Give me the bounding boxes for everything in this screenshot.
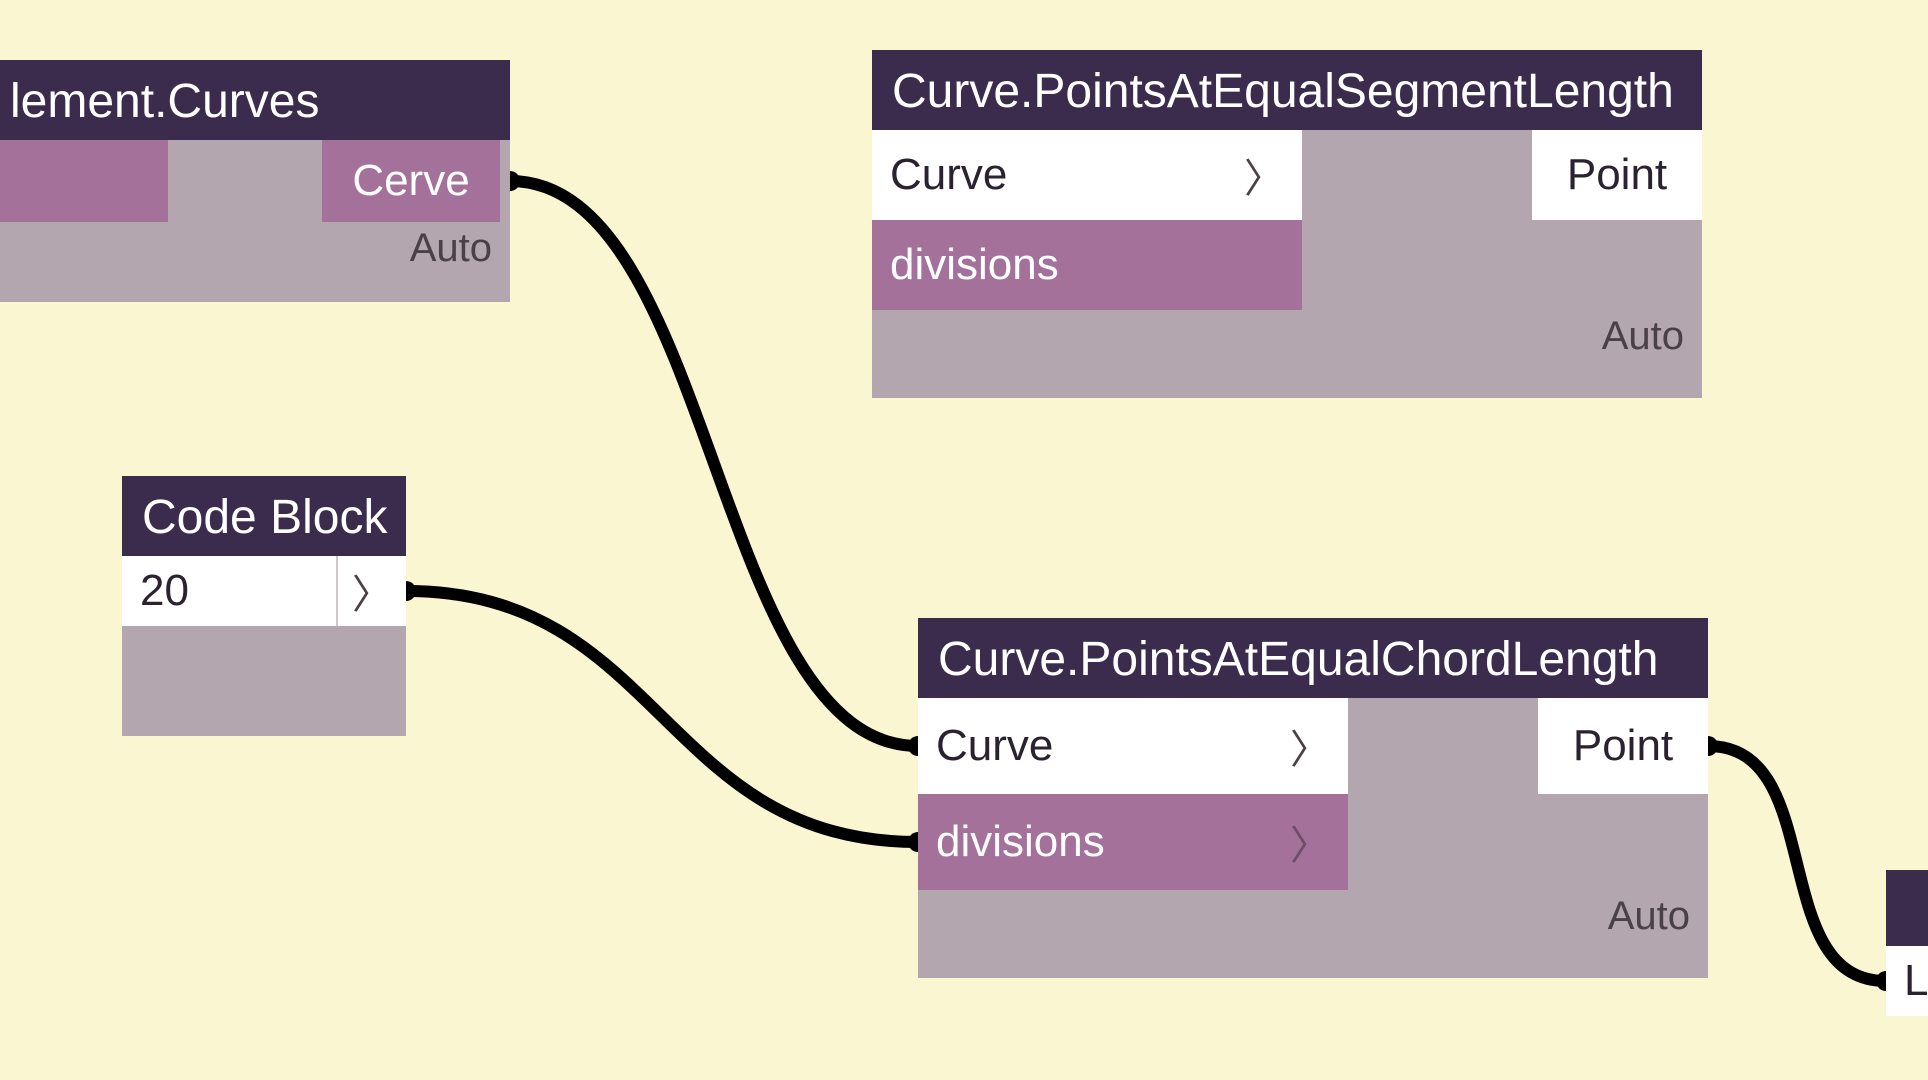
port-label: Point — [1567, 150, 1667, 200]
lacing-text: Auto — [410, 226, 492, 270]
node-gap — [168, 140, 322, 222]
node-body: 20 〉 — [122, 556, 406, 736]
chevron-icon: 〉 — [352, 562, 392, 620]
output-port-point[interactable]: Point — [1532, 130, 1702, 220]
lacing-label[interactable]: Auto — [872, 310, 1702, 398]
node-header[interactable]: Curve.PointsAtEqualSegmentLength — [872, 50, 1702, 130]
node-title: Code Block — [142, 491, 387, 544]
node-title: Curve.PointsAtEqualSegmentLength — [892, 65, 1674, 118]
node-row: Curve 〉 Point — [918, 698, 1708, 794]
port-label: L — [1904, 956, 1928, 1006]
port-label: Point — [1573, 721, 1673, 771]
input-port-curve[interactable]: Curve 〉 — [872, 130, 1302, 220]
node-gap — [1532, 220, 1568, 310]
port-label: divisions — [890, 240, 1059, 290]
node-element-curves[interactable]: lement.Curves Cerve Auto — [0, 60, 510, 302]
node-row: L — [1886, 946, 1928, 1016]
node-code-block[interactable]: Code Block 20 〉 — [122, 476, 406, 736]
port-label: Curve — [890, 150, 1007, 200]
node-gap — [1302, 130, 1532, 220]
node-header[interactable] — [1886, 870, 1928, 946]
chevron-icon: 〉 — [1290, 717, 1330, 775]
wire[interactable] — [406, 591, 918, 842]
wire[interactable] — [510, 181, 918, 746]
node-body: Cerve Auto — [0, 140, 510, 302]
node-gap — [1348, 794, 1538, 890]
lacing-text: Auto — [1602, 314, 1684, 358]
code-value: 20 — [140, 566, 189, 616]
node-row: divisions — [872, 220, 1702, 310]
output-port-curve[interactable]: Cerve — [322, 140, 500, 222]
output-port-point[interactable]: Point — [1538, 698, 1708, 794]
node-row: Curve 〉 Point — [872, 130, 1702, 220]
node-body: Curve 〉 Point divisions 〉 Auto — [918, 698, 1708, 978]
input-port-curve[interactable]: Curve 〉 — [918, 698, 1348, 794]
chevron-icon: 〉 — [1290, 813, 1330, 871]
input-port-divisions[interactable]: divisions 〉 — [918, 794, 1348, 890]
node-body: Curve 〉 Point divisions Auto — [872, 130, 1702, 398]
port-label: Curve — [936, 721, 1053, 771]
graph-canvas[interactable]: lement.Curves Cerve Auto Code Block 20 — [0, 0, 1928, 1080]
input-port-divisions[interactable]: divisions — [872, 220, 1302, 310]
code-value-cell[interactable]: 20 — [122, 556, 336, 626]
node-body: L — [1886, 946, 1928, 1016]
node-gap — [1302, 220, 1532, 310]
node-row: Cerve — [0, 140, 510, 222]
lacing-label[interactable]: Auto — [0, 222, 510, 302]
wire[interactable] — [1708, 746, 1886, 981]
port-label: divisions — [936, 817, 1105, 867]
port-label: Cerve — [352, 156, 469, 206]
node-title: Curve.PointsAtEqualChordLength — [938, 633, 1658, 686]
node-offscreen[interactable]: L — [1886, 870, 1928, 1016]
node-header[interactable]: lement.Curves — [0, 60, 510, 140]
node-points-equal-chord[interactable]: Curve.PointsAtEqualChordLength Curve 〉 P… — [918, 618, 1708, 978]
lacing-label[interactable]: Auto — [918, 890, 1708, 978]
chevron-icon: 〉 — [1244, 146, 1284, 204]
node-header[interactable]: Curve.PointsAtEqualChordLength — [918, 618, 1708, 698]
output-port-chevron[interactable]: 〉 — [336, 556, 406, 626]
node-gap — [1348, 698, 1538, 794]
input-port[interactable]: L — [1886, 946, 1928, 1016]
input-port-blank[interactable] — [0, 140, 168, 222]
node-row: 20 〉 — [122, 556, 406, 626]
node-gap — [1538, 794, 1574, 890]
node-points-equal-segment[interactable]: Curve.PointsAtEqualSegmentLength Curve 〉… — [872, 50, 1702, 398]
node-row: divisions 〉 — [918, 794, 1708, 890]
node-footer — [122, 626, 406, 736]
lacing-text: Auto — [1608, 894, 1690, 938]
node-title: lement.Curves — [10, 75, 319, 128]
node-header[interactable]: Code Block — [122, 476, 406, 556]
